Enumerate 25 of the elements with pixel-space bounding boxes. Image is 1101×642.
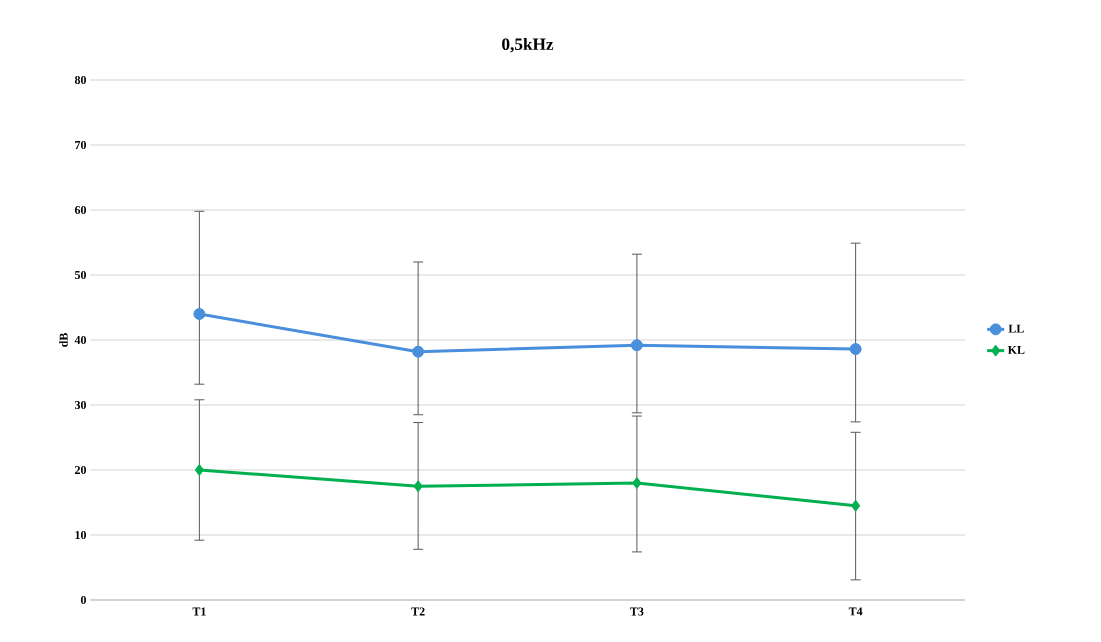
legend-label: LL xyxy=(1008,324,1024,333)
legend-label: KL xyxy=(1007,345,1025,354)
y-tick-label: 60 xyxy=(74,205,87,215)
point xyxy=(412,345,425,358)
point xyxy=(849,343,862,356)
y-tick-label: 10 xyxy=(75,530,87,540)
y-tick-label: 40 xyxy=(74,335,87,345)
x-tick-label: T1 xyxy=(192,607,206,616)
x-tick-label: T4 xyxy=(848,607,863,616)
x-tick-label: T2 xyxy=(411,607,425,616)
point xyxy=(632,477,642,489)
y-axis-title: dB xyxy=(59,333,68,347)
y-tick-label: 0 xyxy=(80,595,87,605)
y-tick-label: 20 xyxy=(75,465,87,475)
point xyxy=(193,308,206,320)
point xyxy=(630,339,643,352)
point xyxy=(194,464,204,476)
y-tick-label: 50 xyxy=(75,270,87,280)
x-tick-label: T3 xyxy=(630,607,644,616)
y-tick-label: 80 xyxy=(74,75,87,85)
y-tick-label: 70 xyxy=(75,140,87,150)
chart-title: 0,5kHz xyxy=(502,37,554,53)
point xyxy=(851,499,861,512)
point xyxy=(413,480,423,493)
y-tick-label: 30 xyxy=(74,400,87,410)
